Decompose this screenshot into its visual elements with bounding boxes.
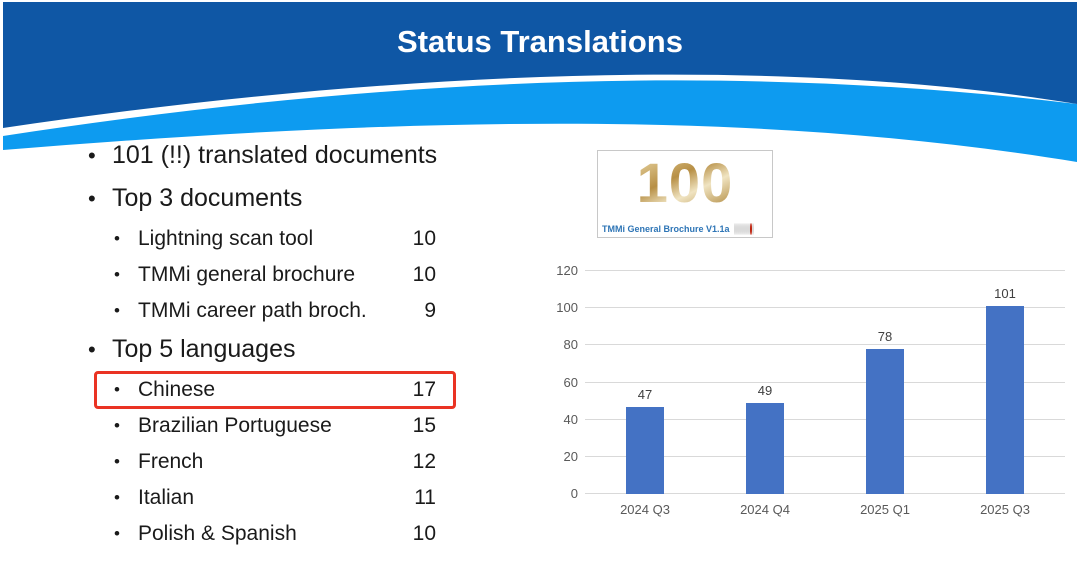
chart-bar-group: 49 xyxy=(705,383,825,494)
chart-gridline xyxy=(585,381,1065,383)
item-label: Lightning scan tool xyxy=(138,227,314,250)
bullet-list: • 101 (!!) translated documents • Top 3 … xyxy=(88,140,508,557)
item-label: Polish & Spanish xyxy=(138,522,297,545)
item-count: 9 xyxy=(424,299,436,322)
item-count: 10 xyxy=(412,522,436,545)
bullet-dot: • xyxy=(114,380,120,399)
header-wave-graphic xyxy=(3,2,1077,162)
list-item-highlighted: • Chinese 17 xyxy=(94,371,456,409)
bullet-top5-header: • Top 5 languages xyxy=(88,334,508,365)
chart-gridline xyxy=(585,270,1065,271)
chart-bar-group: 47 xyxy=(585,387,705,494)
header-banner: Status Translations xyxy=(0,0,1080,180)
flag-icon-china xyxy=(749,223,752,235)
bullet-dot: • xyxy=(88,143,96,168)
chart-bar xyxy=(746,402,784,494)
list-item: • TMMi general brochure 10 xyxy=(114,262,436,288)
bar-value-label: 49 xyxy=(757,382,773,398)
bullet-dot: • xyxy=(114,488,120,507)
bullet-dot: • xyxy=(114,452,120,471)
bullet-label: Top 3 documents xyxy=(112,184,303,212)
bar-value-label: 101 xyxy=(994,286,1016,302)
y-axis-tick-label: 60 xyxy=(563,374,578,390)
bullet-dot: • xyxy=(114,524,120,543)
x-axis-category-label: 2025 Q1 xyxy=(860,502,910,517)
chart-plot-area: 47 49 78 101 xyxy=(585,270,1065,494)
list-item: • Brazilian Portuguese 15 xyxy=(114,413,436,439)
item-label: French xyxy=(138,450,204,473)
chart-gridline xyxy=(585,455,1065,457)
item-count: 11 xyxy=(414,486,436,509)
list-item: • Polish & Spanish 10 xyxy=(114,521,436,547)
bar-value-label: 47 xyxy=(637,386,653,402)
chart-gridline xyxy=(585,344,1065,346)
list-item: • French 12 xyxy=(114,449,436,475)
chart-bar xyxy=(866,349,904,494)
balloon-100-text: 100 xyxy=(636,151,734,214)
list-item: • Lightning scan tool 10 xyxy=(114,226,436,252)
bullet-dot: • xyxy=(114,265,120,284)
chart-gridline xyxy=(585,493,1065,494)
flag-icon-italy xyxy=(743,223,746,235)
bullet-label: 101 (!!) translated documents xyxy=(112,141,438,169)
flag-icon-spain xyxy=(751,223,754,235)
flag-icon-france xyxy=(739,223,742,235)
item-count: 10 xyxy=(412,227,436,250)
bullet-dot: • xyxy=(114,416,120,435)
flag-icon-row xyxy=(733,223,754,235)
item-label: Chinese xyxy=(138,378,216,401)
item-count: 15 xyxy=(412,414,436,437)
bullet-dot: • xyxy=(114,229,120,248)
flag-icon-brazil xyxy=(733,223,736,235)
slide-title: Status Translations xyxy=(397,24,683,59)
list-item: • TMMi career path broch. 9 xyxy=(114,298,436,324)
item-label: Brazilian Portuguese xyxy=(138,414,332,437)
x-axis-category-label: 2024 Q4 xyxy=(740,502,790,517)
flag-icon-japan xyxy=(737,223,740,235)
chart-bar-group: 101 xyxy=(945,286,1065,494)
bar-value-label: 78 xyxy=(877,329,893,345)
x-axis-category-label: 2025 Q3 xyxy=(980,502,1030,517)
bar-series: 47 49 78 101 xyxy=(585,271,1065,494)
flag-icon-netherlands xyxy=(735,223,738,235)
item-label: Italian xyxy=(138,486,195,509)
bullet-dot: • xyxy=(88,186,96,211)
chart-bar-group: 78 xyxy=(825,329,945,494)
bullet-label: Top 5 languages xyxy=(112,335,296,363)
bullet-dot: • xyxy=(114,301,120,320)
item-count: 17 xyxy=(412,378,436,401)
y-axis-tick-label: 120 xyxy=(556,263,578,278)
item-count: 10 xyxy=(412,263,436,286)
milestone-100-image: 100 TMMi General Brochure V1.1a xyxy=(597,150,773,238)
flag-icon-germany xyxy=(741,223,744,235)
x-axis-category-label: 2024 Q3 xyxy=(620,502,670,517)
top3-list: • Lightning scan tool 10 • TMMi general … xyxy=(114,226,508,324)
y-axis-tick-label: 0 xyxy=(570,486,578,501)
y-axis-tick-label: 80 xyxy=(563,337,578,353)
bullet-dot: • xyxy=(88,337,96,362)
item-count: 12 xyxy=(412,450,436,473)
badge-caption-text: TMMi General Brochure V1.1a xyxy=(602,224,730,234)
y-axis-tick-label: 40 xyxy=(563,411,578,427)
chart-bar xyxy=(986,306,1024,494)
item-label: TMMi general brochure xyxy=(138,263,356,286)
translations-bar-chart: 0 20 40 60 80 100 120 47 49 78 101 2024 Q3 2024 Q4… xyxy=(545,255,1075,545)
top5-list: • Chinese 17 • Brazilian Portuguese 15 •… xyxy=(94,371,508,547)
chart-gridline xyxy=(585,307,1065,309)
bullet-translated-documents: • 101 (!!) translated documents xyxy=(88,140,508,171)
y-axis-tick-label: 100 xyxy=(556,300,578,316)
bullet-top3-header: • Top 3 documents xyxy=(88,183,508,214)
item-label: TMMi career path broch. xyxy=(138,299,367,322)
y-axis-tick-label: 20 xyxy=(563,448,578,464)
list-item: • Italian 11 xyxy=(114,485,436,511)
badge-caption: TMMi General Brochure V1.1a xyxy=(602,223,770,235)
chart-bar xyxy=(626,406,664,494)
flag-icon-poland xyxy=(747,223,750,235)
chart-gridline xyxy=(585,418,1065,420)
x-axis: 2024 Q3 2024 Q4 2025 Q1 2025 Q3 xyxy=(585,502,1065,517)
